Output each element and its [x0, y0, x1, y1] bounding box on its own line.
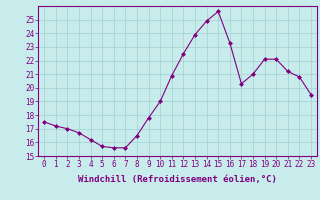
- X-axis label: Windchill (Refroidissement éolien,°C): Windchill (Refroidissement éolien,°C): [78, 175, 277, 184]
